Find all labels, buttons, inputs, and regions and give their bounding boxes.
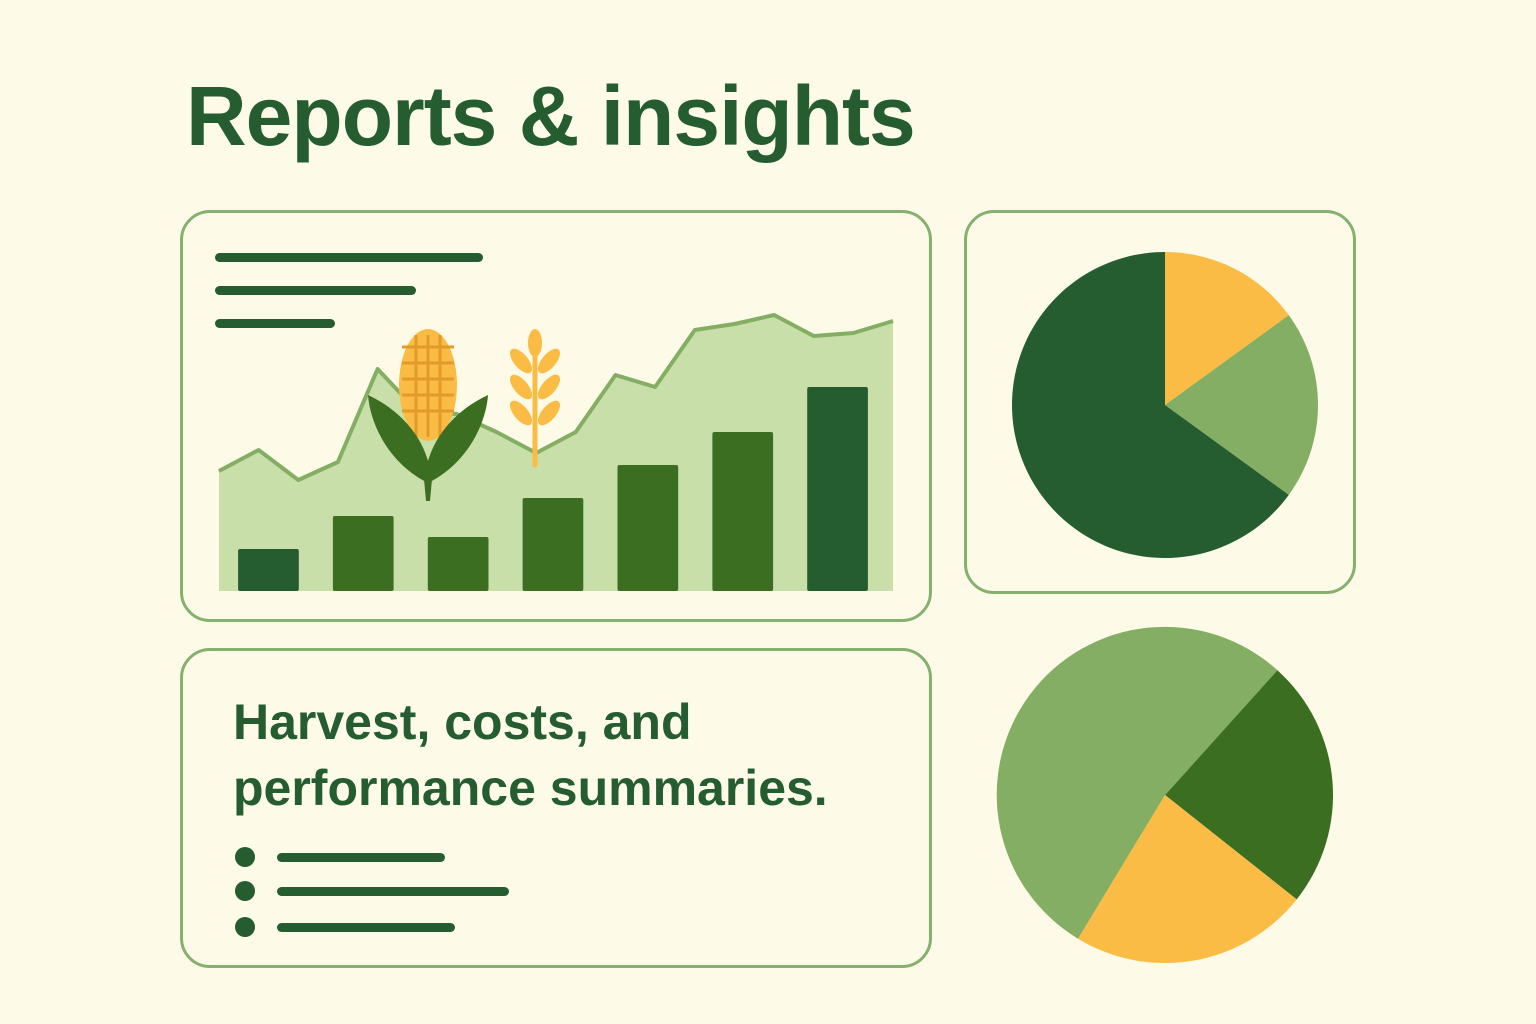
summary-text: Harvest, costs, and performance summarie… <box>233 689 828 821</box>
pie-chart-top <box>1011 252 1318 558</box>
trend-line <box>218 313 894 482</box>
bullet-dot <box>235 917 255 937</box>
bar <box>617 465 679 591</box>
bar <box>332 516 394 591</box>
bullet-dot <box>235 881 255 901</box>
pie-slice <box>1165 315 1318 495</box>
placeholder-line <box>215 319 335 328</box>
summary-line-1: Harvest, costs, and <box>233 694 692 750</box>
bar <box>712 432 774 591</box>
growth-chart-card <box>180 210 932 622</box>
placeholder-line <box>277 923 455 932</box>
bar <box>238 549 299 591</box>
summary-card: Harvest, costs, and performance summarie… <box>180 648 932 968</box>
bar <box>427 537 489 591</box>
corn-icon <box>368 329 488 501</box>
summary-line-2: performance summaries. <box>233 760 828 816</box>
combo-chart <box>218 313 894 591</box>
bar <box>522 498 584 591</box>
placeholder-line <box>277 853 445 862</box>
placeholder-line <box>277 887 509 896</box>
pie-slice <box>1011 252 1289 558</box>
wheat-icon <box>509 329 561 468</box>
placeholder-line <box>215 253 483 262</box>
pie-slice <box>996 626 1278 939</box>
pie-chart-bottom <box>996 626 1334 964</box>
pie-slice <box>1165 252 1289 405</box>
pie-slice <box>1165 670 1334 900</box>
pie-slice <box>1078 795 1297 964</box>
page-title: Reports & insights <box>186 69 916 163</box>
bullet-dot <box>235 847 255 867</box>
placeholder-line <box>215 286 416 295</box>
distribution-pie-card <box>964 210 1356 594</box>
bar <box>807 387 868 591</box>
